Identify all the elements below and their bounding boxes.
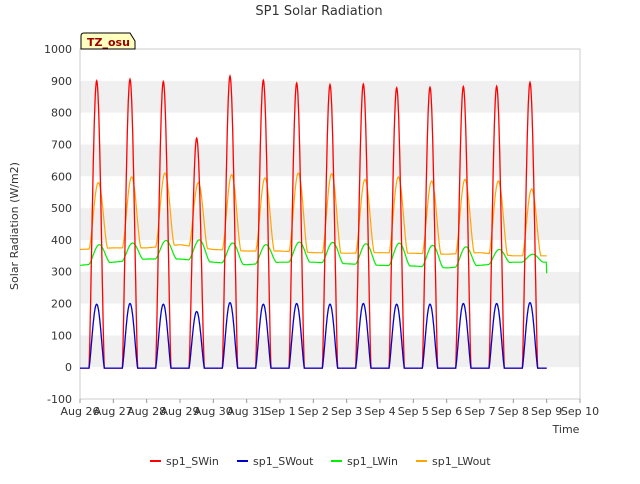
grid-band <box>80 367 580 399</box>
x-tick-label: Sep 1 <box>264 405 295 418</box>
y-tick-label: 800 <box>51 107 72 120</box>
legend: sp1_SWin sp1_SWout sp1_LWin sp1_LWout <box>150 455 491 468</box>
y-axis-label: Solar Radiation (W/m2) <box>8 162 21 290</box>
x-tick-label: Aug 26 <box>61 405 100 418</box>
site-tag: TZ_osu <box>80 32 136 50</box>
y-tick-label: 0 <box>65 361 72 374</box>
x-axis-label: Time <box>552 423 580 436</box>
y-tick-label: 600 <box>51 170 72 183</box>
grid-band <box>80 303 580 336</box>
x-tick-label: Sep 3 <box>331 405 362 418</box>
legend-item: sp1_SWin <box>150 455 219 468</box>
grid-band <box>80 271 580 304</box>
legend-label: sp1_SWin <box>166 455 219 468</box>
x-tick-label: Sep 5 <box>398 405 429 418</box>
x-tick-label: Sep 8 <box>498 405 529 418</box>
plot-area <box>79 48 581 400</box>
y-tick-label: -100 <box>47 393 72 406</box>
y-tick-label: 700 <box>51 138 72 151</box>
chart-title: SP1 Solar Radiation <box>255 4 382 19</box>
site-tag-label: TZ_osu <box>87 36 130 49</box>
y-tick-label: 500 <box>51 202 72 215</box>
y-tick-label: 200 <box>51 298 72 311</box>
y-axis: -100 0 100 200 300 400 500 600 700 800 900 1000 <box>44 43 72 406</box>
grid-band <box>80 49 580 81</box>
y-tick-label: 100 <box>51 329 72 342</box>
series-line-sp1-lwout <box>79 172 547 257</box>
legend-label: sp1_SWout <box>253 455 314 468</box>
x-tick-label: Sep 2 <box>298 405 329 418</box>
y-tick-label: 1000 <box>44 43 72 56</box>
y-tick-label: 400 <box>51 234 72 247</box>
x-tick-label: Aug 29 <box>161 405 200 418</box>
grid-band <box>80 335 580 368</box>
series-line-sp1-swout <box>80 301 547 369</box>
grid-band <box>80 144 580 177</box>
x-tick-label: Aug 30 <box>194 405 233 418</box>
legend-item: sp1_LWout <box>416 455 491 468</box>
x-tick-label: Aug 28 <box>127 405 166 418</box>
x-tick-label: Sep 9 <box>531 405 562 418</box>
legend-label: sp1_LWout <box>432 455 491 468</box>
x-tick-label: Sep 6 <box>431 405 462 418</box>
plot-background-bands <box>80 49 580 399</box>
legend-item: sp1_SWout <box>237 455 314 468</box>
x-tick-label: Sep 4 <box>364 405 395 418</box>
y-tick-label: 300 <box>51 266 72 279</box>
x-tick-label: Aug 31 <box>227 405 266 418</box>
legend-item: sp1_LWin <box>331 455 398 468</box>
site-tag-box <box>80 32 136 50</box>
grid-band <box>80 208 580 240</box>
x-tick-label: Sep 7 <box>464 405 495 418</box>
x-tick-label: Sep 10 <box>561 405 599 418</box>
y-tick-label: 900 <box>51 75 72 88</box>
legend-label: sp1_LWin <box>347 455 398 468</box>
series-layer <box>79 73 548 369</box>
grid-band <box>80 112 580 145</box>
x-tick-label: Aug 27 <box>94 405 133 418</box>
